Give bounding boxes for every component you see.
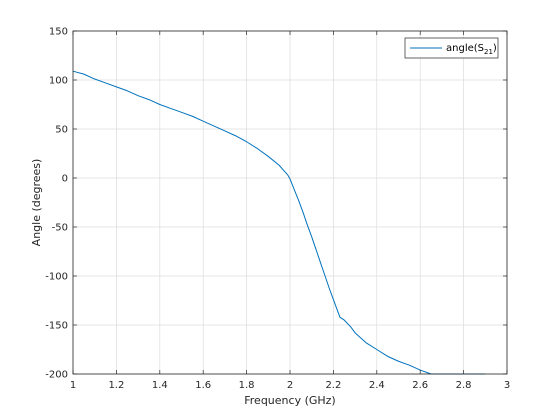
- y-tick-label: -100: [45, 272, 68, 283]
- legend: angle(S21): [404, 37, 499, 59]
- x-tick-label: 2.8: [456, 380, 472, 391]
- x-tick-label: 1.6: [195, 380, 211, 391]
- x-tick-label: 2.2: [325, 380, 341, 391]
- x-tick-label: 2.4: [369, 380, 385, 391]
- series-group: [72, 70, 486, 375]
- y-tick-label: -200: [45, 370, 68, 381]
- x-tick-label: 2.6: [412, 380, 428, 391]
- y-tick-label: -50: [52, 223, 68, 234]
- tick-group: 1 1.2 1.4 1.6 1.8 2 2.2 2.4 2.6 2.8 3 -200 -150 -100 -…: [45, 27, 510, 392]
- y-tick-label: 50: [55, 125, 68, 136]
- legend-label-main: angle(S: [446, 43, 484, 54]
- y-tick-label: 0: [62, 174, 68, 185]
- legend-box: [404, 37, 499, 59]
- legend-label: angle(S21): [446, 43, 497, 56]
- series-line-angle-s21: [72, 70, 486, 375]
- x-tick-label: 1.8: [239, 380, 255, 391]
- legend-label-end: ): [493, 43, 497, 54]
- x-tick-label: 3: [504, 380, 510, 391]
- y-tick-label: -150: [45, 321, 68, 332]
- x-tick-label: 1.2: [108, 380, 124, 391]
- y-tick-label: 100: [49, 76, 68, 87]
- y-tick-label: 150: [49, 27, 68, 38]
- x-tick-label: 1.4: [152, 380, 168, 391]
- x-tick-label: 1: [70, 380, 76, 391]
- x-tick-label: 2: [287, 380, 293, 391]
- legend-label-subscript: 21: [484, 48, 493, 56]
- x-axis-title: Frequency (GHz): [244, 394, 335, 407]
- y-axis-title: Angle (degrees): [30, 159, 43, 247]
